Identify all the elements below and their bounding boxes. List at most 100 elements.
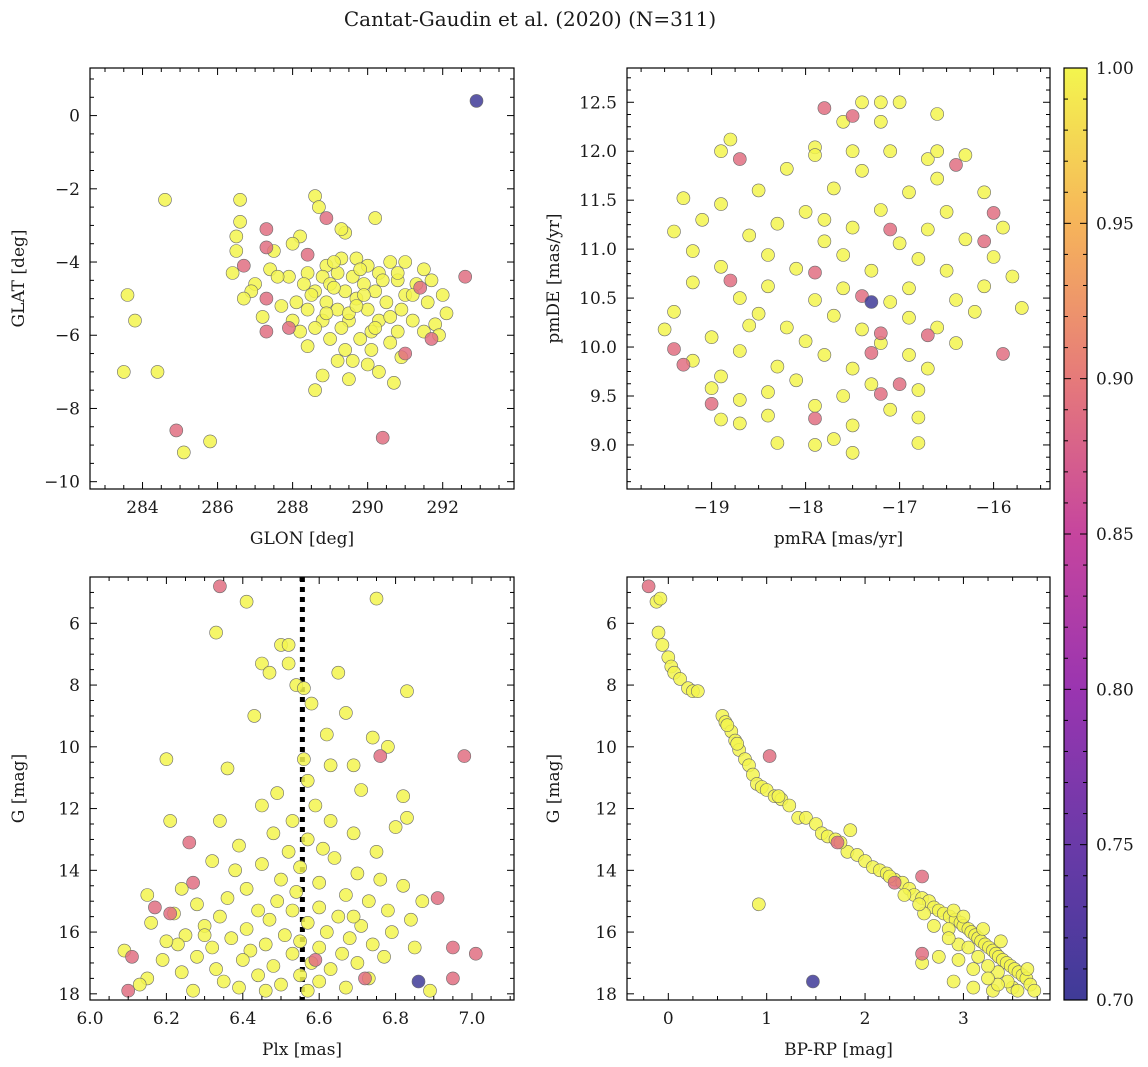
data-point <box>915 946 929 961</box>
x-tick-label: 2 <box>860 1009 871 1029</box>
data-point <box>216 974 231 989</box>
data-point <box>239 594 254 609</box>
data-point <box>808 438 822 452</box>
panel-pmde-vs-pmra: −19 −18 −17 −16 9.0 9.5 10.0 10.5 11.0 11.5 12.0 12… <box>544 67 1051 549</box>
data-point <box>281 844 296 859</box>
data-point <box>1014 301 1029 315</box>
data-point <box>920 328 935 343</box>
x-tick-label: −19 <box>694 498 730 518</box>
data-point <box>949 293 963 307</box>
data-point <box>120 288 135 302</box>
data-point <box>368 284 383 299</box>
data-point <box>732 393 747 407</box>
data-point <box>830 835 845 850</box>
y-tick-label: 8 <box>606 676 617 696</box>
data-point <box>266 959 281 973</box>
data-point <box>873 203 888 217</box>
data-point <box>308 798 323 813</box>
y-tick-label: −10 <box>44 473 80 493</box>
x-tick-label: 6.6 <box>306 1009 333 1029</box>
data-point <box>751 183 766 198</box>
data-point <box>350 956 365 970</box>
data-point <box>334 321 349 335</box>
data-point <box>300 247 315 262</box>
data-point <box>742 228 757 243</box>
data-point <box>259 222 274 236</box>
data-point <box>714 144 728 158</box>
data-point <box>685 275 700 290</box>
data-point <box>676 191 691 205</box>
data-point <box>339 706 353 720</box>
x-tick-label: 6.2 <box>153 1009 180 1029</box>
data-point <box>993 934 1008 949</box>
data-point <box>396 878 411 893</box>
y-tick-label: −4 <box>55 253 80 273</box>
data-point <box>262 665 277 680</box>
data-point <box>667 342 681 356</box>
data-point <box>372 365 386 379</box>
data-point <box>883 295 898 309</box>
data-point <box>446 971 460 986</box>
data-point <box>676 357 691 372</box>
y-tick-label: 10 <box>58 738 80 758</box>
data-point <box>239 881 254 896</box>
data-point <box>338 284 353 299</box>
y-tick-label: 12.5 <box>579 93 617 113</box>
data-point <box>285 903 300 918</box>
data-point <box>186 875 200 890</box>
data-point <box>883 402 898 417</box>
data-point <box>258 937 273 952</box>
data-point <box>799 810 813 825</box>
data-point <box>353 332 368 346</box>
data-point <box>657 322 672 337</box>
data-point <box>836 248 851 262</box>
y-tick-label: −2 <box>55 180 80 200</box>
x-tick-label: 288 <box>276 498 308 518</box>
data-point <box>996 347 1010 361</box>
data-point <box>927 919 941 933</box>
data-point <box>667 224 681 239</box>
data-point <box>723 132 738 147</box>
data-point <box>220 761 235 776</box>
x-tick-label: 7.0 <box>458 1009 485 1029</box>
data-point <box>435 288 450 302</box>
data-point <box>761 279 775 294</box>
data-point <box>270 894 285 909</box>
colorbar-tick-label: 1.00 <box>1096 59 1134 79</box>
data-point <box>946 903 961 918</box>
data-point <box>125 949 139 964</box>
data-point <box>808 265 822 280</box>
data-point <box>247 709 262 723</box>
data-point <box>770 216 785 231</box>
x-tick-label: 290 <box>351 498 383 518</box>
data-point <box>373 872 388 887</box>
data-point <box>163 814 177 828</box>
data-point <box>424 332 439 346</box>
data-point <box>293 860 307 875</box>
data-point <box>270 786 285 800</box>
y-tick-label: 9.0 <box>590 436 617 456</box>
data-point <box>770 359 785 374</box>
data-point <box>316 841 330 856</box>
data-point <box>779 320 794 335</box>
data-point <box>771 789 786 804</box>
y-tick-label: 16 <box>58 923 80 943</box>
data-point <box>148 900 162 915</box>
data-point <box>375 273 390 288</box>
data-point <box>178 928 193 943</box>
scatter-points <box>117 94 484 460</box>
data-point <box>641 579 656 594</box>
data-point <box>285 236 300 251</box>
data-point <box>312 940 327 955</box>
data-point <box>285 814 300 828</box>
data-point <box>1027 983 1042 998</box>
data-point <box>424 273 439 288</box>
data-point <box>213 579 227 594</box>
figure-title: Cantat-Gaudin et al. (2020) (N=311) <box>344 7 716 31</box>
data-point <box>259 291 274 306</box>
data-point <box>826 308 841 323</box>
data-point <box>398 255 413 269</box>
data-point <box>966 980 981 995</box>
data-point <box>958 232 973 247</box>
